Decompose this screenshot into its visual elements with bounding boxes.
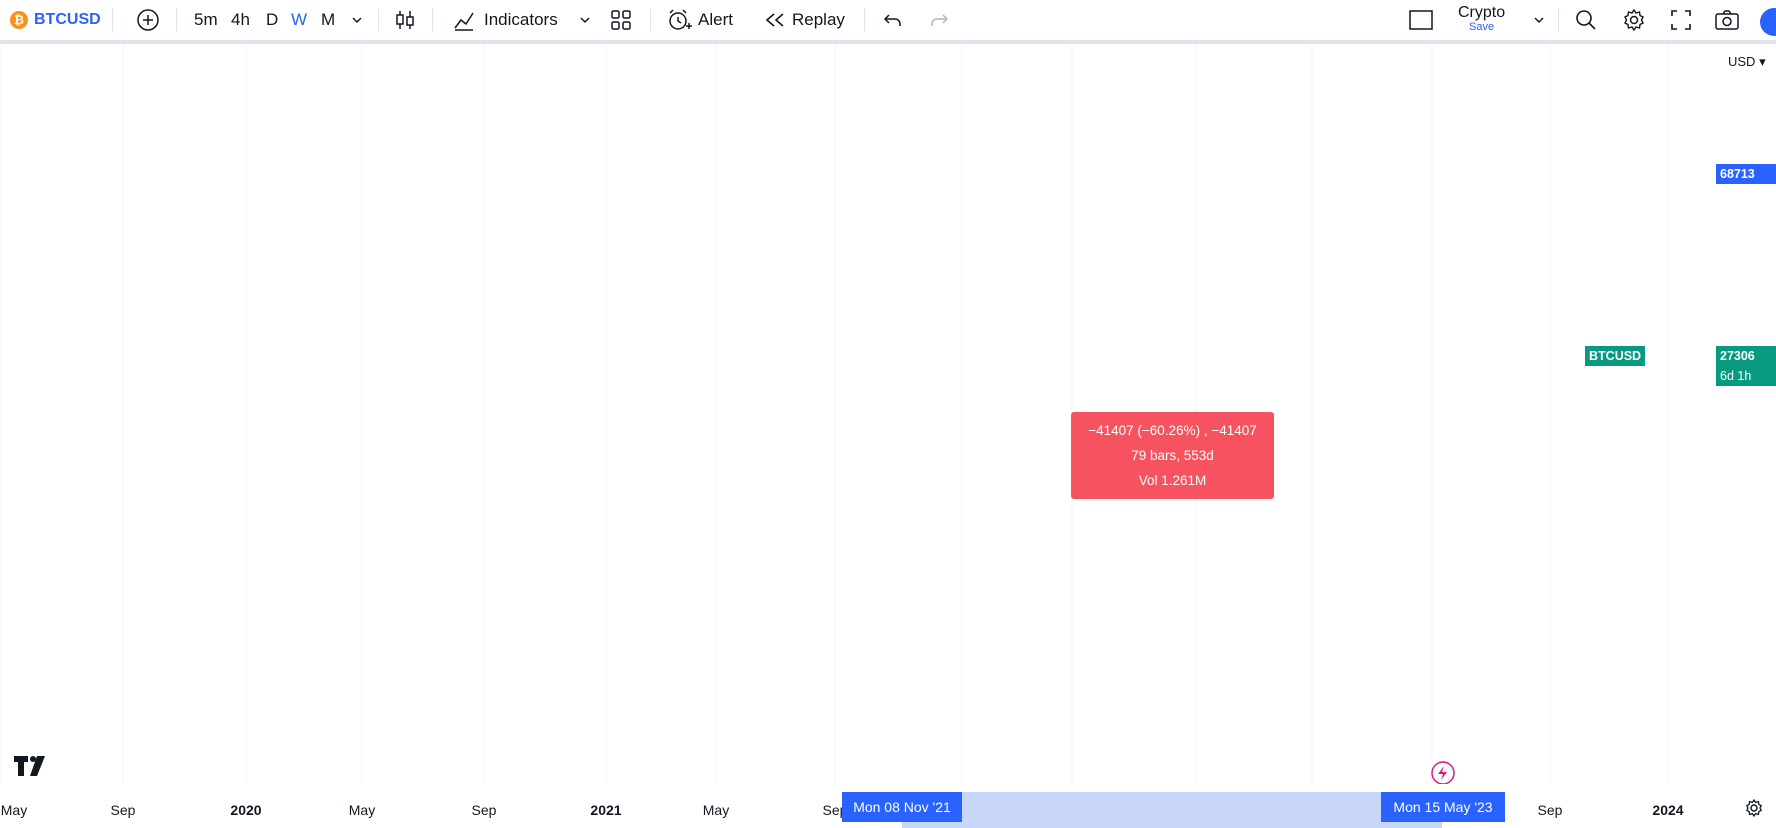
indicators-label: Indicators (484, 10, 558, 29)
layout-name: Crypto (1458, 4, 1506, 21)
divider (176, 8, 177, 32)
chevron-down-icon (352, 17, 362, 24)
chevron-down-icon (1534, 17, 1544, 24)
interval-4h[interactable]: 4h (231, 0, 250, 40)
time-tick-label: May (0, 802, 28, 818)
divider (378, 8, 379, 32)
compare-symbol-button[interactable] (136, 0, 160, 40)
divider (650, 8, 651, 32)
interval-dropdown-button[interactable] (350, 0, 364, 40)
divider (864, 8, 865, 32)
candles-icon (396, 11, 414, 29)
redo-icon (931, 14, 949, 26)
alert-button[interactable]: Alert (666, 0, 733, 40)
range-end-date-badge: Mon 15 May '23 (1381, 792, 1505, 822)
layout-save-button[interactable]: Crypto Save (1458, 0, 1505, 40)
plus-circle-icon (137, 9, 159, 31)
interval-m[interactable]: M (321, 0, 335, 40)
interval-label: W (291, 10, 308, 29)
undo-icon (883, 14, 901, 26)
alert-label: Alert (698, 10, 733, 29)
interval-label: M (321, 10, 336, 29)
layout-dropdown-button[interactable] (1532, 0, 1546, 40)
gear-icon (1624, 8, 1644, 32)
candlestick-chart[interactable] (0, 44, 1716, 784)
divider (112, 8, 113, 32)
top-toolbar: ₿ BTCUSD 5m 4h D W M Indicators Alert Re… (0, 0, 1776, 44)
search-button[interactable] (1574, 0, 1598, 40)
currency-selector[interactable]: USD ▾ (1728, 54, 1766, 69)
alarm-clock-icon (669, 9, 692, 30)
redo-button[interactable] (928, 0, 950, 40)
svg-text:₿: ₿ (14, 13, 24, 27)
interval-label: 4h (231, 10, 250, 29)
interval-label: 5m (194, 10, 218, 29)
camera-icon (1715, 10, 1739, 30)
fullscreen-icon (1671, 10, 1691, 30)
layout-save-label: Save (1469, 21, 1495, 33)
chart-pane[interactable]: −41407 (−60.26%) , −41407 79 bars, 553d … (0, 44, 1716, 784)
indicators-button[interactable]: Indicators (452, 0, 558, 40)
divider (432, 8, 433, 32)
fullscreen-layout-button[interactable] (1408, 0, 1434, 40)
interval-5m[interactable]: 5m (194, 0, 218, 40)
undo-button[interactable] (882, 0, 904, 40)
tradingview-logo-icon (14, 756, 45, 776)
time-tick-label: Sep (1537, 802, 1563, 818)
time-tick-label: Sep (110, 802, 136, 818)
chart-type-button[interactable] (394, 0, 416, 40)
measure-bars: 79 bars, 553d (1131, 448, 1214, 463)
range-top-price-tag: 68713 (1716, 164, 1776, 184)
layouts-button[interactable] (610, 0, 632, 40)
symbol-label: BTCUSD (34, 11, 101, 28)
time-range-highlight (902, 792, 1442, 828)
time-tick-label: 2021 (590, 802, 622, 818)
lightning-icon[interactable] (1430, 760, 1456, 784)
window-icon (1409, 10, 1433, 30)
symbol-tag: BTCUSD (1585, 346, 1646, 366)
currency-label: USD (1728, 54, 1756, 69)
measure-volume: Vol 1.261M (1138, 473, 1207, 488)
indicators-dropdown-button[interactable] (578, 0, 592, 40)
chevron-down-icon (580, 17, 590, 24)
bar-countdown-tag: 6d 1h (1716, 366, 1776, 386)
interval-d[interactable]: D (266, 0, 278, 40)
rewind-icon (765, 13, 784, 27)
bitcoin-logo-icon: ₿ (10, 11, 28, 29)
time-tick-label: May (348, 802, 376, 818)
replay-label: Replay (792, 10, 845, 29)
time-tick-label: May (702, 802, 730, 818)
publish-button[interactable] (1760, 8, 1776, 36)
measure-tooltip: −41407 (−60.26%) , −41407 79 bars, 553d … (1071, 412, 1274, 499)
time-tick-label: Sep (822, 802, 848, 818)
search-icon (1576, 10, 1596, 30)
replay-button[interactable]: Replay (764, 0, 845, 40)
interval-w[interactable]: W (291, 0, 307, 40)
measure-change: −41407 (−60.26%) , −41407 (1088, 423, 1257, 438)
last-price-tag: 27306 (1716, 346, 1776, 366)
symbol-search-button[interactable]: ₿ BTCUSD (10, 0, 101, 40)
indicators-icon (454, 12, 474, 31)
divider (1558, 8, 1559, 32)
range-start-date-badge: Mon 08 Nov '21 (842, 792, 962, 822)
fullscreen-button[interactable] (1670, 0, 1692, 40)
time-tick-label: 2020 (230, 802, 262, 818)
settings-button[interactable] (1622, 0, 1646, 40)
snapshot-button[interactable] (1714, 0, 1740, 40)
time-tick-label: 2024 (1652, 802, 1684, 818)
price-scale[interactable]: USD ▾ 9000054000420003400022000180001400… (1716, 44, 1776, 784)
interval-label: D (266, 10, 279, 29)
grid-layout-icon (611, 10, 631, 30)
scale-settings-icon[interactable] (1743, 797, 1765, 819)
time-tick-label: Sep (471, 802, 497, 818)
